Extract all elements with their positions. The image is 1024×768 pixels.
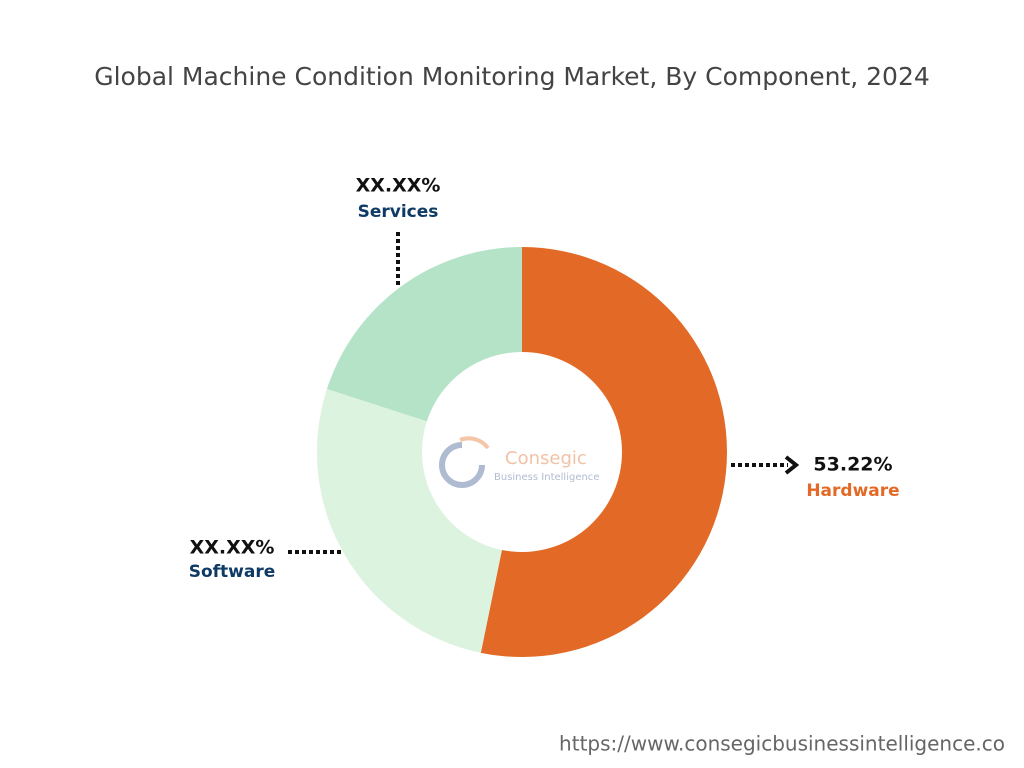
category-label: Hardware bbox=[806, 481, 899, 501]
category-label: Software bbox=[189, 562, 276, 582]
watermark-tagline: Business Intelligence bbox=[494, 472, 599, 483]
watermark: Consegic Business Intelligence bbox=[439, 436, 599, 488]
chart-title: Global Machine Condition Monitoring Mark… bbox=[94, 62, 930, 91]
data-label: XX.XX% bbox=[190, 537, 275, 559]
category-label: Services bbox=[358, 202, 439, 222]
donut-slice bbox=[480, 247, 727, 657]
logo-icon bbox=[439, 442, 485, 488]
donut-slice bbox=[317, 389, 502, 653]
donut-slice bbox=[326, 247, 522, 422]
logo-icon bbox=[459, 436, 490, 450]
source-url: https://www.consegicbusinessintelligence… bbox=[559, 732, 1005, 756]
data-label: XX.XX% bbox=[356, 175, 441, 197]
donut bbox=[317, 247, 727, 657]
data-label: 53.22% bbox=[813, 454, 892, 476]
arrow-head bbox=[784, 455, 800, 475]
watermark-name: Consegic bbox=[505, 448, 587, 469]
